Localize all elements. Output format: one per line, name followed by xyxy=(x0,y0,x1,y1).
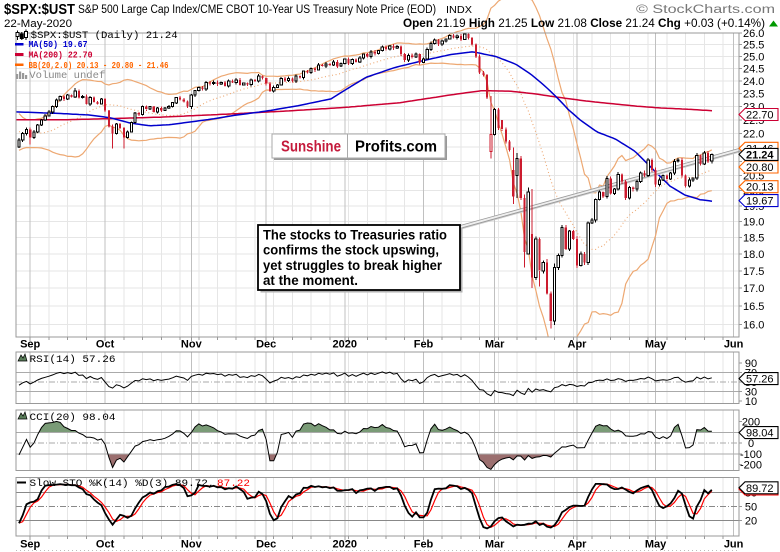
svg-text:Sep: Sep xyxy=(20,339,40,351)
svg-text:The stocks to Treasuries ratio: The stocks to Treasuries ratio xyxy=(263,228,447,243)
svg-text:89.72: 89.72 xyxy=(746,483,774,495)
svg-text:Nov: Nov xyxy=(181,339,203,351)
svg-text:Apr: Apr xyxy=(568,539,588,551)
svg-text:0: 0 xyxy=(748,438,754,450)
svg-text:S&P 500 Large Cap Index/CME CB: S&P 500 Large Cap Index/CME CBOT 10-Year… xyxy=(78,4,436,16)
svg-text:Feb: Feb xyxy=(414,539,434,551)
svg-text:2020: 2020 xyxy=(333,539,357,551)
svg-text:90: 90 xyxy=(745,358,757,370)
svg-text:INDX: INDX xyxy=(446,4,472,16)
svg-text:Sunshine: Sunshine xyxy=(281,139,341,156)
svg-text:24.0: 24.0 xyxy=(743,76,764,88)
svg-text:© StockCharts.com: © StockCharts.com xyxy=(636,4,775,16)
svg-text:MA(200) 22.70: MA(200) 22.70 xyxy=(29,51,93,61)
svg-text:22.0: 22.0 xyxy=(743,128,764,140)
svg-text:$SPX:$UST: $SPX:$UST xyxy=(4,1,75,18)
svg-text:RSI(14) 57.26: RSI(14) 57.26 xyxy=(30,354,116,366)
svg-text:17.5: 17.5 xyxy=(743,266,764,278)
svg-text:20: 20 xyxy=(745,516,757,528)
svg-text:25.5: 25.5 xyxy=(743,40,764,52)
svg-text:20.80: 20.80 xyxy=(746,162,774,174)
svg-text:98.04: 98.04 xyxy=(746,428,774,440)
svg-text:17.0: 17.0 xyxy=(743,283,764,295)
svg-text:Mar: Mar xyxy=(485,539,505,551)
svg-text:at the moment.: at the moment. xyxy=(263,273,358,288)
svg-text:18.5: 18.5 xyxy=(743,232,764,244)
svg-text:18.0: 18.0 xyxy=(743,249,764,261)
svg-text:19.0: 19.0 xyxy=(743,216,764,228)
svg-text:Sep: Sep xyxy=(20,539,40,551)
svg-text:CCI(20) 98.04: CCI(20) 98.04 xyxy=(30,412,116,424)
svg-text:25.0: 25.0 xyxy=(743,52,764,64)
svg-text:Open 21.19 High 21.25 Low 21.0: Open 21.19 High 21.25 Low 21.08 Close 21… xyxy=(403,16,765,30)
svg-text:26.0: 26.0 xyxy=(743,28,764,40)
svg-text:Feb: Feb xyxy=(414,339,434,351)
svg-text:Profits.com: Profits.com xyxy=(355,139,437,156)
svg-text:Nov: Nov xyxy=(181,539,203,551)
svg-text:Dec: Dec xyxy=(256,339,276,351)
svg-text:Jun: Jun xyxy=(724,339,744,351)
svg-text:10: 10 xyxy=(745,396,757,408)
svg-text:24.5: 24.5 xyxy=(743,64,764,76)
svg-text:Mar: Mar xyxy=(485,339,505,351)
svg-text:87.22: 87.22 xyxy=(217,479,250,490)
svg-text:$SPX:$UST (Daily) 21.24: $SPX:$UST (Daily) 21.24 xyxy=(31,30,178,42)
svg-text:20.13: 20.13 xyxy=(746,182,774,194)
svg-text:-200: -200 xyxy=(740,460,762,472)
svg-text:30: 30 xyxy=(745,387,757,399)
svg-text:50: 50 xyxy=(745,502,757,514)
svg-text:-100: -100 xyxy=(740,449,762,461)
svg-text:21.24: 21.24 xyxy=(746,149,774,161)
svg-text:Oct: Oct xyxy=(96,339,115,351)
svg-text:2020: 2020 xyxy=(333,339,357,351)
svg-text:yet struggles to break higher: yet struggles to break higher xyxy=(263,258,443,273)
svg-text:Slow STO %K(14) %D(3) 89.72,: Slow STO %K(14) %D(3) 89.72, xyxy=(30,478,215,490)
svg-text:22.70: 22.70 xyxy=(746,110,774,122)
svg-text:20.5: 20.5 xyxy=(743,171,764,183)
svg-text:22-May-2020: 22-May-2020 xyxy=(4,18,72,30)
svg-text:Volume undef: Volume undef xyxy=(29,70,105,82)
svg-text:BB(20,2.0) 20.13 - 20.80 - 21.: BB(20,2.0) 20.13 - 20.80 - 21.46 xyxy=(29,61,169,71)
svg-text:16.5: 16.5 xyxy=(743,301,764,313)
svg-text:16.0: 16.0 xyxy=(743,320,764,332)
svg-text:MA(50) 19.67: MA(50) 19.67 xyxy=(29,40,88,50)
svg-text:May: May xyxy=(645,539,667,551)
svg-text:May: May xyxy=(645,339,667,351)
svg-text:confirms the stock upswing,: confirms the stock upswing, xyxy=(263,243,439,258)
svg-text:Jun: Jun xyxy=(724,539,744,551)
svg-text:200: 200 xyxy=(742,417,760,429)
svg-text:57.26: 57.26 xyxy=(746,374,774,386)
svg-text:Oct: Oct xyxy=(96,539,115,551)
svg-text:Dec: Dec xyxy=(256,539,276,551)
svg-text:Apr: Apr xyxy=(568,339,588,351)
svg-text:23.5: 23.5 xyxy=(743,89,764,101)
svg-text:19.67: 19.67 xyxy=(746,196,774,208)
